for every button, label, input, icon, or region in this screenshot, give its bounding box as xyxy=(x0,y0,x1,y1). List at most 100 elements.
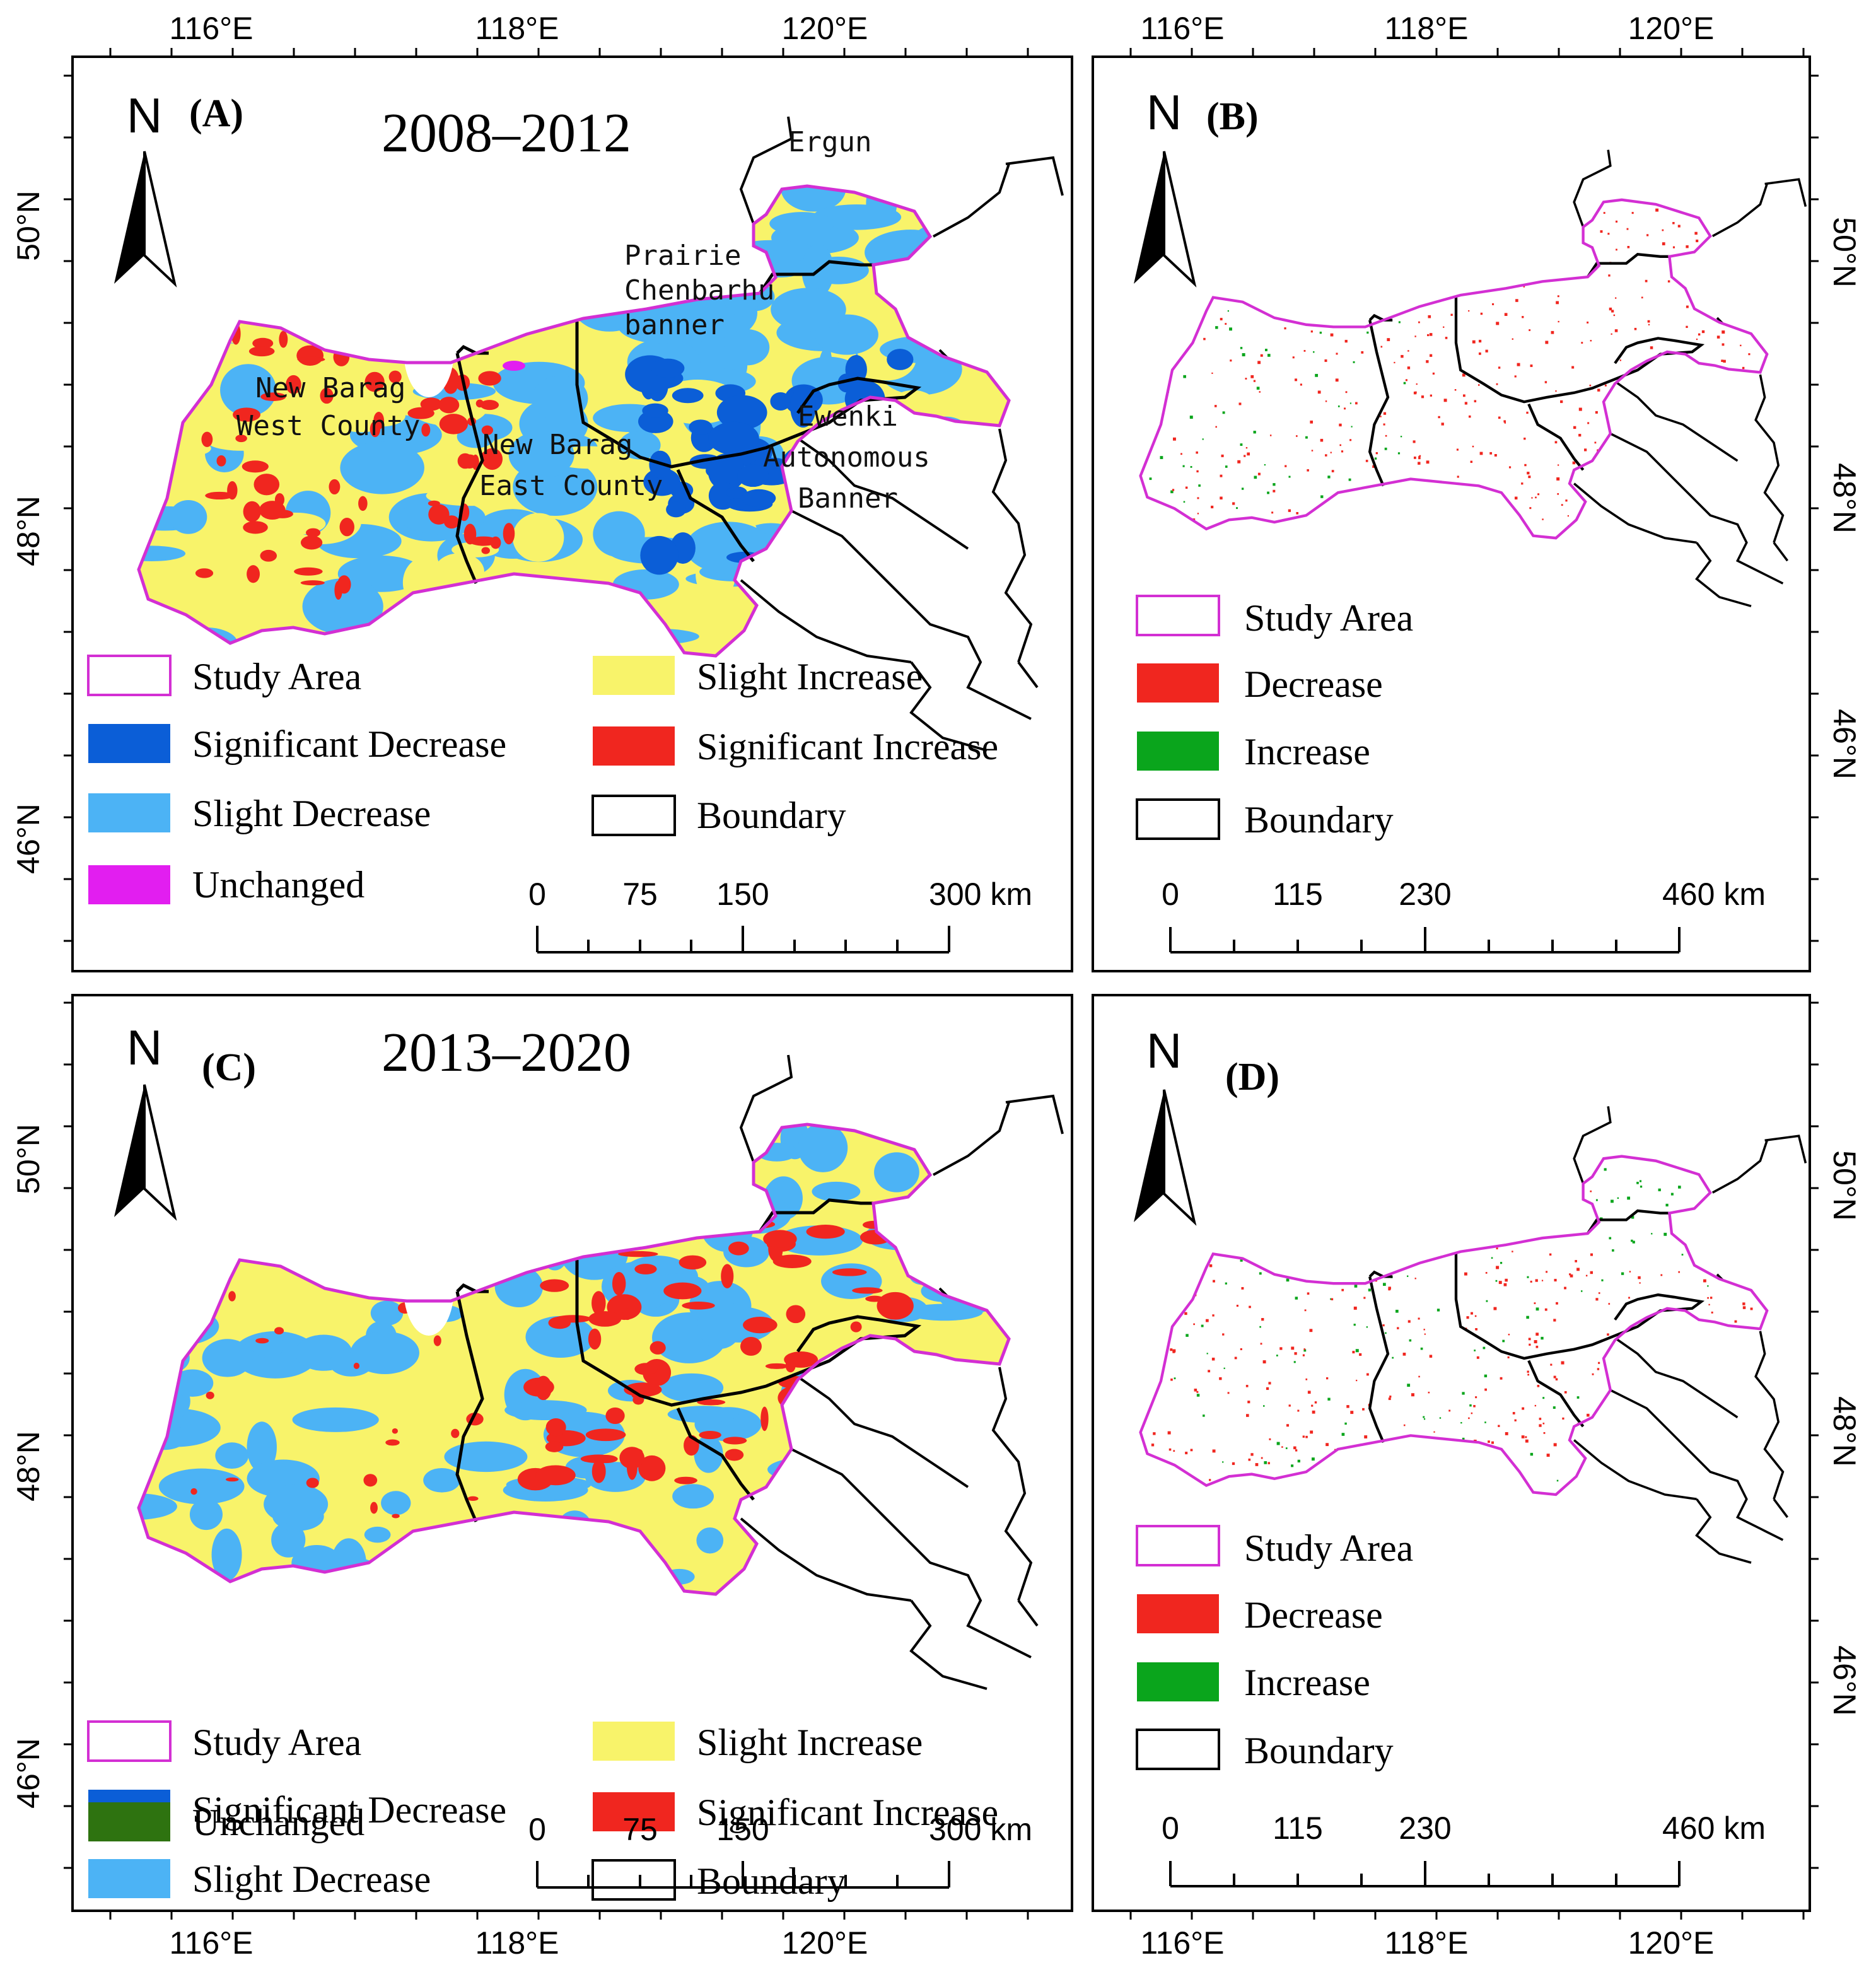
raster-b-speckle xyxy=(1256,387,1260,390)
raster-a-sig-increase-patch xyxy=(339,518,354,537)
raster-b-speckle xyxy=(1587,321,1589,324)
raster-a-sig-decrease-patch xyxy=(887,349,914,370)
raster-b-speckle xyxy=(1247,452,1250,456)
scale-d-230: 230 xyxy=(1399,1811,1451,1846)
raster-d-speckle xyxy=(1707,1297,1709,1299)
raster-c-patch xyxy=(165,1269,216,1290)
raster-d-speckle xyxy=(1206,1319,1209,1322)
raster-d-speckle xyxy=(1485,1272,1488,1274)
legend-b-decrease-swatch xyxy=(1137,663,1219,703)
raster-c-sig-increase-patch xyxy=(414,1266,424,1272)
raster-d-speckle xyxy=(1679,1225,1682,1228)
raster-d-speckle xyxy=(1506,1237,1508,1239)
raster-d-speckle xyxy=(1388,1286,1391,1290)
raster-b-speckle xyxy=(1418,457,1421,460)
raster-c-patch xyxy=(631,1159,698,1204)
raster-b-speckle xyxy=(1244,455,1246,457)
raster-c-patch xyxy=(158,1468,245,1505)
raster-d-speckle xyxy=(1701,1387,1704,1391)
raster-b-speckle xyxy=(1381,241,1385,245)
raster-b-speckle xyxy=(1478,339,1482,343)
lat-label-right-46-b: 46°N xyxy=(1827,709,1862,779)
raster-a-sig-increase-patch xyxy=(428,504,450,525)
raster-d-speckle xyxy=(1704,1251,1706,1253)
raster-c-patch xyxy=(139,1306,219,1346)
raster-d-speckle xyxy=(1667,1379,1670,1382)
raster-a-patch xyxy=(417,296,446,339)
raster-b-speckle xyxy=(1704,272,1708,276)
raster-d-speckle xyxy=(1639,1180,1642,1182)
raster-c-patch xyxy=(767,1457,853,1482)
raster-a-sig-increase-patch xyxy=(421,423,431,437)
raster-b-speckle xyxy=(1366,331,1369,334)
raster-d-speckle xyxy=(1331,1298,1334,1300)
raster-d-speckle xyxy=(1276,1355,1278,1356)
raster-a-patch xyxy=(255,260,320,307)
raster-c-patch xyxy=(672,1484,714,1509)
raster-b-speckle xyxy=(1529,329,1531,331)
raster-b-speckle xyxy=(1323,230,1327,233)
raster-d-speckle xyxy=(1718,1355,1722,1358)
raster-a-sig-increase-patch xyxy=(478,371,501,386)
lon-label-bottom-116-right: 116°E xyxy=(1140,1925,1224,1961)
raster-b-speckle xyxy=(1441,423,1444,426)
raster-b-speckle xyxy=(1320,495,1324,498)
raster-c-patch xyxy=(172,1369,214,1397)
raster-b-speckle xyxy=(1240,443,1243,446)
raster-b-speckle xyxy=(1383,412,1387,415)
raster-a-sig-decrease-patch xyxy=(853,534,875,551)
raster-b-speckle xyxy=(1170,324,1173,326)
legend-d-boundary: Boundary xyxy=(1244,1730,1394,1771)
lon-label-bottom-120-right: 120°E xyxy=(1628,1925,1715,1961)
raster-b-speckle xyxy=(1460,283,1462,284)
raster-b-speckle xyxy=(1691,275,1693,277)
raster-a-sig-increase-patch xyxy=(242,460,269,473)
raster-d-speckle xyxy=(1325,1443,1329,1447)
raster-a-patch xyxy=(368,626,459,656)
raster-d-speckle xyxy=(1670,1193,1674,1196)
raster-b-speckle xyxy=(1698,333,1701,336)
raster-d-speckle xyxy=(1312,1410,1315,1414)
raster-d-speckle xyxy=(1245,1191,1247,1194)
legend-a-study-area: Study Area xyxy=(192,656,361,697)
raster-d-speckle xyxy=(1329,1223,1331,1226)
raster-b-speckle xyxy=(1474,277,1478,281)
raster-d-speckle xyxy=(1158,1353,1161,1356)
raster-d-speckle xyxy=(1153,1273,1155,1275)
raster-d-speckle xyxy=(1273,1163,1276,1167)
raster-d-speckle xyxy=(1240,1348,1242,1351)
raster-b-speckle xyxy=(1594,441,1597,444)
raster-b-speckle xyxy=(1575,252,1577,254)
raster-d-speckle xyxy=(1748,1394,1752,1397)
raster-a-patch xyxy=(212,212,305,259)
raster-d-speckle xyxy=(1711,1311,1713,1314)
raster-d-speckle xyxy=(1319,1175,1320,1177)
raster-c-sig-increase-patch xyxy=(693,1224,725,1235)
raster-b-speckle xyxy=(1531,497,1533,499)
raster-a-patch xyxy=(578,583,634,636)
raster-b-speckle xyxy=(1273,483,1276,486)
raster-a-patch xyxy=(612,569,679,600)
raster-d-speckle xyxy=(1258,1214,1261,1217)
raster-a-patch xyxy=(139,545,186,562)
raster-d-speckle xyxy=(1267,1462,1270,1464)
scale-a-300: 300 km xyxy=(929,877,1032,912)
raster-c-sig-increase-patch xyxy=(894,1222,909,1242)
panel-a-north-label: N xyxy=(127,88,162,143)
region-nbe-2: East County xyxy=(479,470,663,502)
raster-d-speckle xyxy=(1628,1297,1630,1299)
raster-b-speckle xyxy=(1489,452,1493,455)
raster-b-speckle xyxy=(1330,452,1332,453)
raster-b-speckle xyxy=(1447,264,1448,265)
raster-c-sig-increase-patch xyxy=(721,1264,734,1289)
raster-d-speckle xyxy=(1539,1424,1542,1427)
legend-b-boundary-swatch xyxy=(1136,798,1220,840)
raster-d-speckle xyxy=(1250,1453,1254,1456)
raster-c-patch xyxy=(449,1213,519,1244)
raster-b-speckle xyxy=(1170,490,1174,494)
raster-c-sig-increase-patch xyxy=(622,1308,632,1321)
raster-d-speckle xyxy=(1728,1191,1730,1194)
raster-d-speckle xyxy=(1609,1237,1612,1240)
raster-c-sig-increase-patch xyxy=(363,1474,378,1487)
raster-c-sig-increase-patch xyxy=(723,1437,747,1445)
